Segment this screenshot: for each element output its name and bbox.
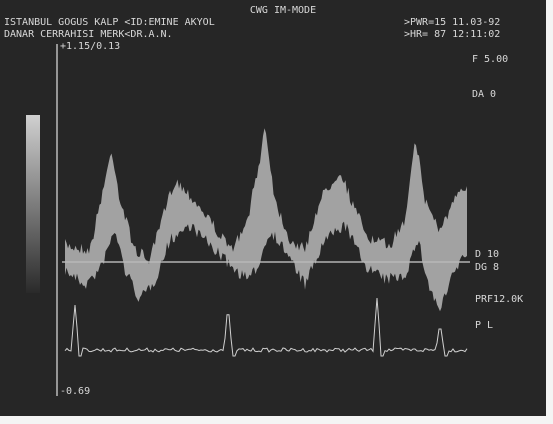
scale-top: +1.15/0.13 (60, 41, 120, 52)
header-line: ISTANBUL GOGUS KALP <ID:EMINE AKYOL (4, 17, 215, 28)
setting: DA 0 (472, 89, 496, 100)
setting: DG 8 (475, 262, 499, 273)
scale-bottom: -0.69 (60, 386, 90, 397)
header-info: >HR= 87 12:11:02 (404, 29, 500, 40)
header-line: DANAR CERRAHISI MERK<DR.A.N. (4, 29, 173, 40)
setting: PRF12.0K (475, 294, 523, 305)
setting: P L (475, 320, 493, 331)
mode-label: CWG IM-MODE (250, 5, 316, 16)
setting: D 10 (475, 249, 499, 260)
header-info: >PWR=15 11.03-92 (404, 17, 500, 28)
page: CWG IM-MODE ISTANBUL GOGUS KALP <ID:EMIN… (0, 0, 553, 424)
doppler-screen: CWG IM-MODE ISTANBUL GOGUS KALP <ID:EMIN… (0, 0, 553, 424)
gray-scale-bar (26, 115, 40, 293)
setting: F 5.00 (472, 54, 508, 65)
